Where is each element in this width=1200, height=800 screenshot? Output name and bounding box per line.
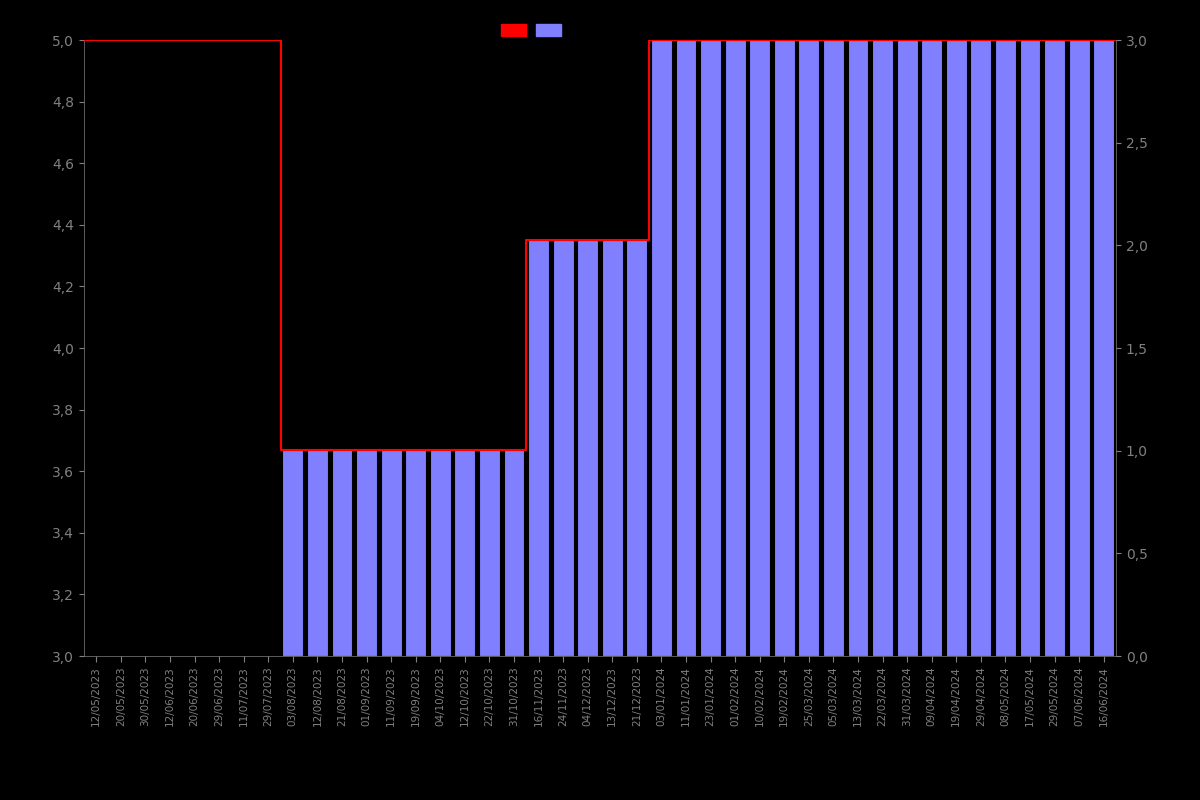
Bar: [553, 240, 574, 656]
Bar: [380, 450, 402, 656]
Bar: [528, 240, 550, 656]
Bar: [995, 40, 1016, 656]
Bar: [725, 40, 745, 656]
Bar: [749, 40, 770, 656]
Bar: [479, 450, 500, 656]
Bar: [307, 450, 328, 656]
Bar: [455, 450, 475, 656]
Bar: [872, 40, 893, 656]
Bar: [577, 240, 598, 656]
Bar: [946, 40, 967, 656]
Bar: [798, 40, 820, 656]
Bar: [504, 450, 524, 656]
Bar: [1069, 40, 1090, 656]
Bar: [676, 40, 696, 656]
Bar: [1044, 40, 1066, 656]
Bar: [847, 40, 869, 656]
Bar: [356, 450, 377, 656]
Bar: [406, 450, 426, 656]
Legend: , : ,: [496, 18, 570, 42]
Bar: [774, 40, 794, 656]
Bar: [823, 40, 844, 656]
Bar: [626, 240, 647, 656]
Bar: [650, 40, 672, 656]
Bar: [922, 40, 942, 656]
Bar: [1020, 40, 1040, 656]
Bar: [282, 450, 304, 656]
Bar: [896, 40, 918, 656]
Bar: [331, 450, 353, 656]
Bar: [430, 450, 451, 656]
Bar: [602, 240, 623, 656]
Bar: [700, 40, 721, 656]
Bar: [971, 40, 991, 656]
Bar: [1093, 40, 1114, 656]
